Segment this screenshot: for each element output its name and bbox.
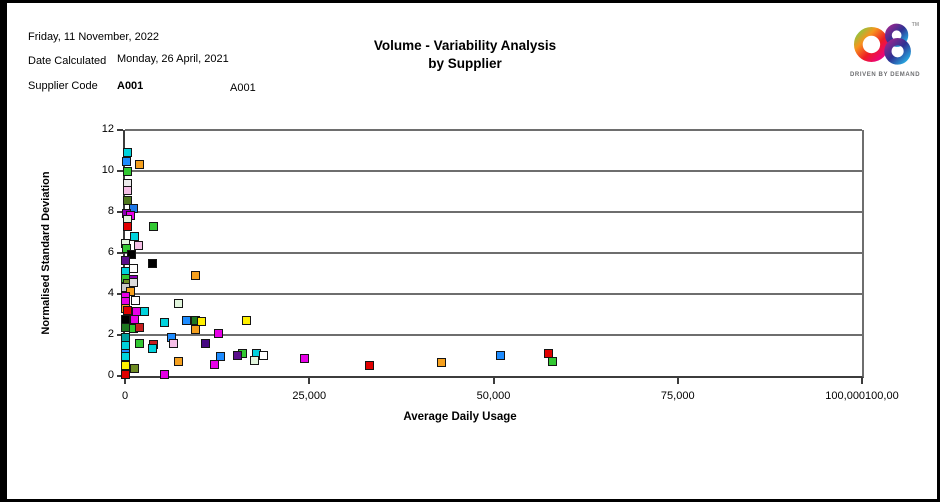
data-point [174,298,184,308]
report-date: Friday, 11 November, 2022 [28,31,160,43]
x-tick-label: 25,000 [292,390,327,402]
supplier-code-label: Supplier Code [28,80,98,92]
data-point [547,357,557,367]
data-point [130,364,140,374]
x-tick-mark [492,378,495,384]
y-tick-mark [117,375,123,377]
gridline [125,129,862,131]
supplier-code-value-secondary: A001 [230,82,256,94]
data-point [215,352,225,362]
x-axis-label: Average Daily Usage [403,411,517,423]
date-calculated-label: Date Calculated [28,55,107,67]
data-point [200,338,210,348]
page-title: Volume - Variability Analysis by Supplie… [300,37,630,73]
page-title-line2: by Supplier [428,56,502,71]
data-point [232,351,242,360]
data-point [300,354,310,364]
y-tick-label: 10 [101,164,114,176]
data-point [190,325,200,335]
page-title-line1: Volume - Variability Analysis [373,38,557,53]
trademark-symbol: TM [911,22,919,28]
data-point [169,338,179,348]
x-tick-label: 0 [121,390,129,402]
data-point [140,306,150,316]
data-point [134,160,144,170]
y-tick-label: 0 [107,369,114,381]
y-tick-label: 4 [107,287,114,299]
x-tick-label: 50,000 [476,390,511,402]
x-tick-label: 75,000 [660,390,695,402]
x-tick-mark [861,378,863,384]
x-tick-mark [124,378,126,384]
data-point [259,351,269,360]
data-point [135,323,145,333]
data-point [365,361,375,371]
data-point [135,338,145,348]
plot-area: 0 2 4 6 8 10 12 0 25,000 50,000 75,000 100,000100,0… [102,123,899,402]
o8-logo-icon [853,23,911,65]
data-point [129,278,139,288]
data-point [130,232,140,242]
y-tick-mark [117,252,123,254]
y-tick-label: 6 [107,246,114,258]
gridline [125,170,862,172]
data-point [197,317,207,327]
data-point [122,221,132,231]
data-point [250,356,260,366]
y-tick-label: 8 [107,205,114,217]
gridline [125,252,862,254]
logo-tagline: DRIVEN BY DEMAND [850,72,921,78]
data-point [160,318,170,328]
data-point [122,185,132,195]
o8-logo: TM DRIVEN BY DEMAND [850,22,920,78]
supplier-code-value: A001 [117,80,144,92]
data-point [147,343,157,353]
gridline [125,293,862,295]
data-point [121,244,131,254]
gridline [125,211,862,213]
data-point [496,351,506,360]
y-tick-mark [117,293,123,295]
y-tick-mark [117,334,123,336]
data-point [209,360,219,370]
data-point [121,370,131,380]
data-point [123,148,133,158]
data-point [123,305,133,315]
data-point [147,258,157,268]
data-point [242,316,252,326]
date-calculated-value: Monday, 26 April, 2021 [117,53,229,65]
data-point [130,295,140,305]
y-tick-label: 2 [107,328,114,340]
y-tick-mark [117,170,123,172]
data-point [190,271,200,281]
data-point [121,361,131,371]
x-tick-mark [308,378,311,384]
data-point [160,370,170,380]
y-axis-label: Normalised Standard Deviation [40,171,52,335]
data-point [133,241,143,251]
y-tick-label: 12 [101,123,114,135]
data-point [127,249,137,259]
data-point [121,157,131,167]
data-point [174,357,184,367]
data-point [123,196,133,206]
data-point [436,358,446,368]
data-point [148,221,158,231]
data-point [122,166,132,176]
y-tick-mark [117,211,123,213]
data-point [214,329,224,339]
x-tick-label: 100,000100,00 [825,390,899,402]
gridline [125,334,862,336]
data-point [121,352,131,362]
data-point [121,255,131,265]
x-tick-mark [676,378,679,384]
data-point [130,315,140,325]
y-tick-mark [117,129,123,131]
